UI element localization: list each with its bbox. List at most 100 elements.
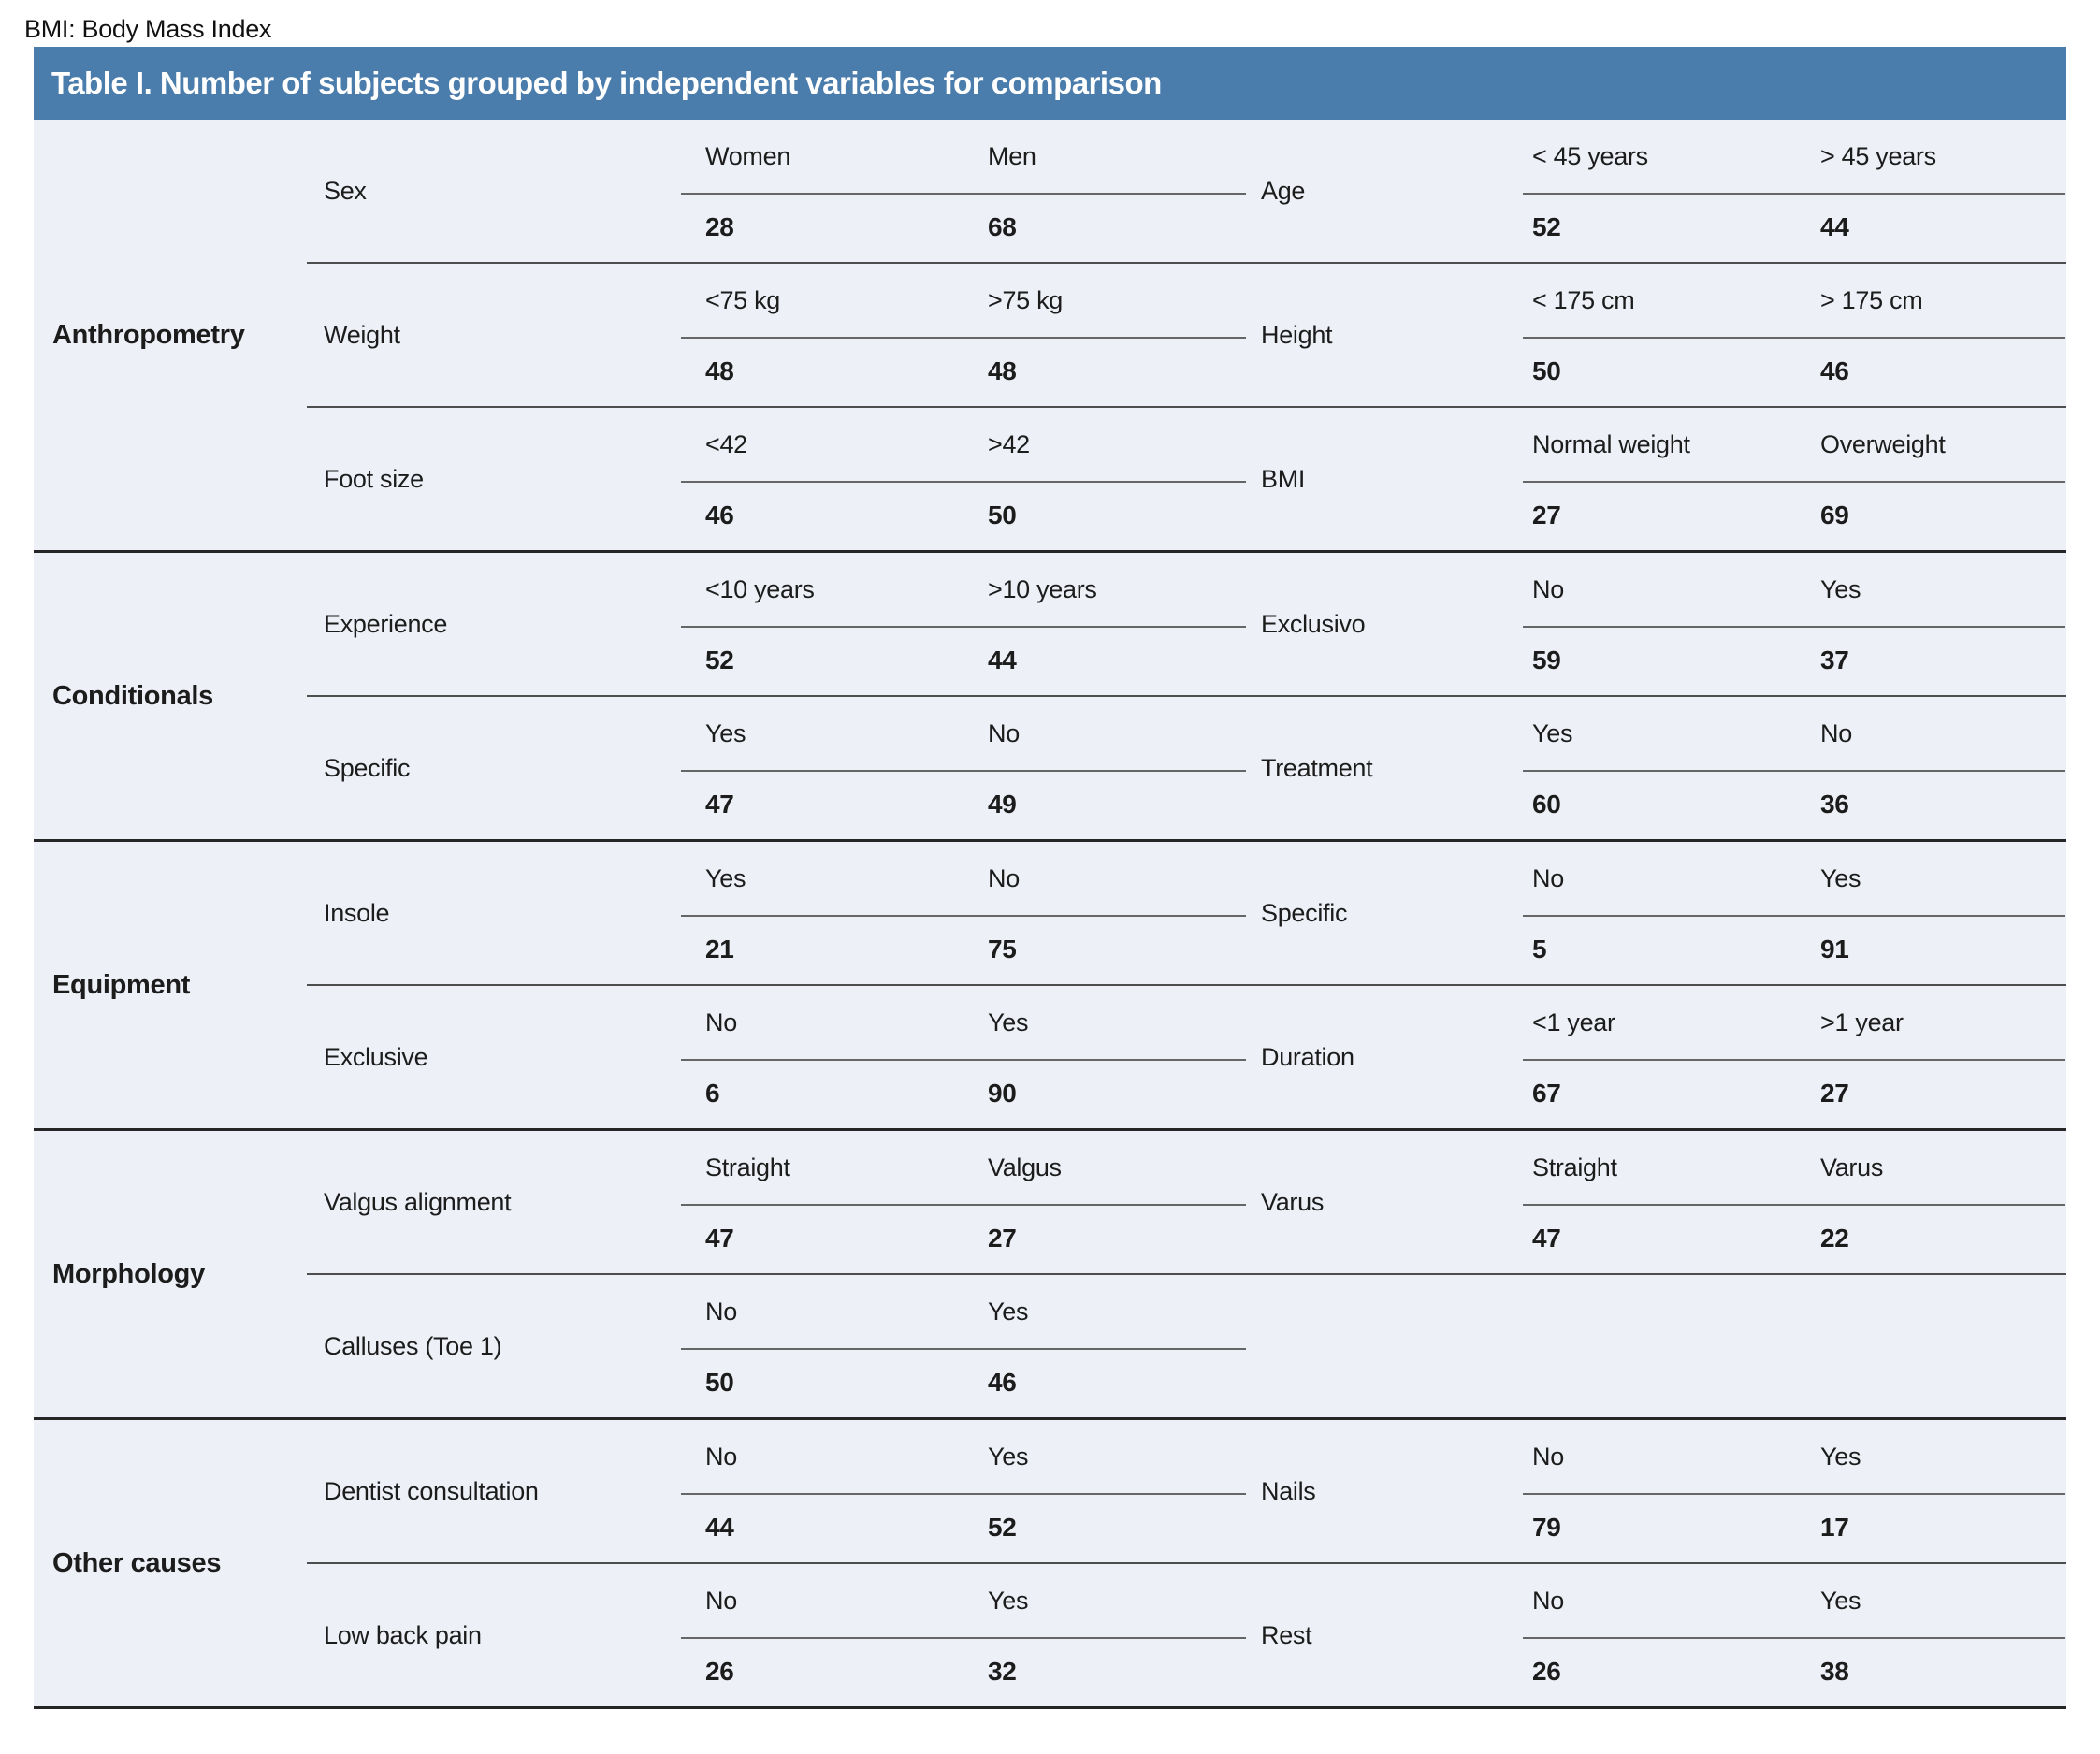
category-values: 79 17 xyxy=(1523,1495,2065,1560)
category-label: Yes xyxy=(1820,574,1861,603)
count-value: 44 xyxy=(988,645,1017,674)
category-label: No xyxy=(705,1297,737,1326)
category-values: 67 27 xyxy=(1523,1061,2065,1126)
count-value: 47 xyxy=(705,1224,734,1253)
category-pair-left: Yes No 47 49 xyxy=(681,697,1246,839)
category-pair-left: <10 years >10 years 52 44 xyxy=(681,553,1246,695)
variable-name-right: Age xyxy=(1261,176,1306,205)
category-labels: <75 kg >75 kg xyxy=(681,264,1246,339)
category-labels: No Yes xyxy=(681,986,1246,1061)
category-labels: No Yes xyxy=(1523,842,2065,917)
variable-name-left: Weight xyxy=(324,320,400,349)
count-value: 52 xyxy=(988,1513,1017,1542)
category-pair-right: Straight Varus 47 22 xyxy=(1523,1131,2065,1273)
count-value: 46 xyxy=(1820,356,1849,385)
variable-row: Low back pain No Yes 26 32 Rest No Yes 26 38 xyxy=(307,1562,2066,1706)
category-labels: No Yes xyxy=(681,1564,1246,1639)
variable-row: Dentist consultation No Yes 44 52 Nails No Yes 7… xyxy=(307,1420,2066,1562)
category-label: Straight xyxy=(705,1152,790,1181)
category-label: Yes xyxy=(988,1297,1029,1326)
count-value: 91 xyxy=(1820,935,1849,964)
category-values: 21 75 xyxy=(681,917,1246,982)
category-pair-right: <1 year >1 year 67 27 xyxy=(1523,986,2065,1128)
category-labels: No Yes xyxy=(1523,553,2065,628)
count-value: 90 xyxy=(988,1079,1017,1108)
category-label: > 45 years xyxy=(1820,141,1936,170)
variable-name-left: Exclusive xyxy=(324,1042,428,1071)
count-value: 32 xyxy=(988,1657,1017,1686)
variable-name-left: Insole xyxy=(324,898,390,927)
count-value: 36 xyxy=(1820,790,1849,819)
variable-name-right: Varus xyxy=(1261,1187,1325,1216)
category-label: <42 xyxy=(705,429,747,458)
count-value: 50 xyxy=(1532,356,1561,385)
category-label: No xyxy=(1532,1442,1564,1471)
category-label: Yes xyxy=(1820,1586,1861,1615)
category-values xyxy=(1523,1350,2065,1415)
count-value: 5 xyxy=(1532,935,1547,964)
variable-name-right: BMI xyxy=(1261,464,1306,493)
category-values: 28 68 xyxy=(681,195,1246,260)
count-value: 52 xyxy=(1532,212,1561,241)
variable-row: Sex Women Men 28 68 Age < 45 years > 45 years 52… xyxy=(307,120,2066,262)
group-equipment: Equipment Insole Yes No 21 75 Specific No Yes 5 91… xyxy=(34,839,2066,1128)
category-labels: < 175 cm > 175 cm xyxy=(1523,264,2065,339)
count-value: 50 xyxy=(705,1368,734,1397)
category-values: 59 37 xyxy=(1523,628,2065,693)
count-value: 50 xyxy=(988,500,1017,529)
category-pair-left: <75 kg >75 kg 48 48 xyxy=(681,264,1246,406)
category-pair-left: No Yes 44 52 xyxy=(681,1420,1246,1562)
subjects-table: Table I. Number of subjects grouped by i… xyxy=(34,47,2066,1709)
category-labels: Yes No xyxy=(681,697,1246,772)
group-rows: Dentist consultation No Yes 44 52 Nails No Yes 7… xyxy=(307,1420,2066,1706)
category-values: 47 27 xyxy=(681,1206,1246,1271)
count-value: 75 xyxy=(988,935,1017,964)
group-anthropometry: Anthropometry Sex Women Men 28 68 Age < 45 year… xyxy=(34,120,2066,550)
variable-name-left: Sex xyxy=(324,176,367,205)
variable-name-left: Specific xyxy=(324,753,411,782)
variable-name-right: Height xyxy=(1261,320,1333,349)
category-label: >1 year xyxy=(1820,1007,1904,1036)
category-label: Straight xyxy=(1532,1152,1617,1181)
category-pair-right: Normal weight Overweight 27 69 xyxy=(1523,408,2065,550)
category-labels: <42 >42 xyxy=(681,408,1246,483)
category-pair-right: No Yes 26 38 xyxy=(1523,1564,2065,1706)
variable-name-right xyxy=(1246,1275,1523,1417)
count-value: 48 xyxy=(705,356,734,385)
category-values: 47 49 xyxy=(681,772,1246,837)
category-pair-left: Straight Valgus 47 27 xyxy=(681,1131,1246,1273)
count-value: 27 xyxy=(988,1224,1017,1253)
variable-name-left: Calluses (Toe 1) xyxy=(324,1331,502,1360)
category-labels: Women Men xyxy=(681,120,1246,195)
category-values: 50 46 xyxy=(681,1350,1246,1415)
category-label: Women xyxy=(705,141,791,170)
category-labels: No Yes xyxy=(681,1420,1246,1495)
category-pair-left: Women Men 28 68 xyxy=(681,120,1246,262)
count-value: 60 xyxy=(1532,790,1561,819)
category-label: Normal weight xyxy=(1532,429,1690,458)
category-values: 48 48 xyxy=(681,339,1246,404)
count-value: 67 xyxy=(1532,1079,1561,1108)
table-body: Anthropometry Sex Women Men 28 68 Age < 45 year… xyxy=(34,120,2066,1709)
count-value: 47 xyxy=(705,790,734,819)
category-labels: Normal weight Overweight xyxy=(1523,408,2065,483)
count-value: 37 xyxy=(1820,645,1849,674)
count-value: 26 xyxy=(705,1657,734,1686)
category-pair-left: Yes No 21 75 xyxy=(681,842,1246,984)
count-value: 68 xyxy=(988,212,1017,241)
category-values: 44 52 xyxy=(681,1495,1246,1560)
count-value: 44 xyxy=(1820,212,1849,241)
group-morphology: Morphology Valgus alignment Straight Valgus… xyxy=(34,1128,2066,1417)
count-value: 38 xyxy=(1820,1657,1849,1686)
count-value: 27 xyxy=(1532,500,1561,529)
category-label: No xyxy=(705,1442,737,1471)
category-values: 52 44 xyxy=(1523,195,2065,260)
category-pair-right: No Yes 59 37 xyxy=(1523,553,2065,695)
category-labels: < 45 years > 45 years xyxy=(1523,120,2065,195)
category-pair-right: Yes No 60 36 xyxy=(1523,697,2065,839)
category-labels: Yes No xyxy=(1523,697,2065,772)
category-labels: Straight Varus xyxy=(1523,1131,2065,1206)
category-values: 26 38 xyxy=(1523,1639,2065,1704)
category-label: No xyxy=(705,1586,737,1615)
count-value: 21 xyxy=(705,935,734,964)
